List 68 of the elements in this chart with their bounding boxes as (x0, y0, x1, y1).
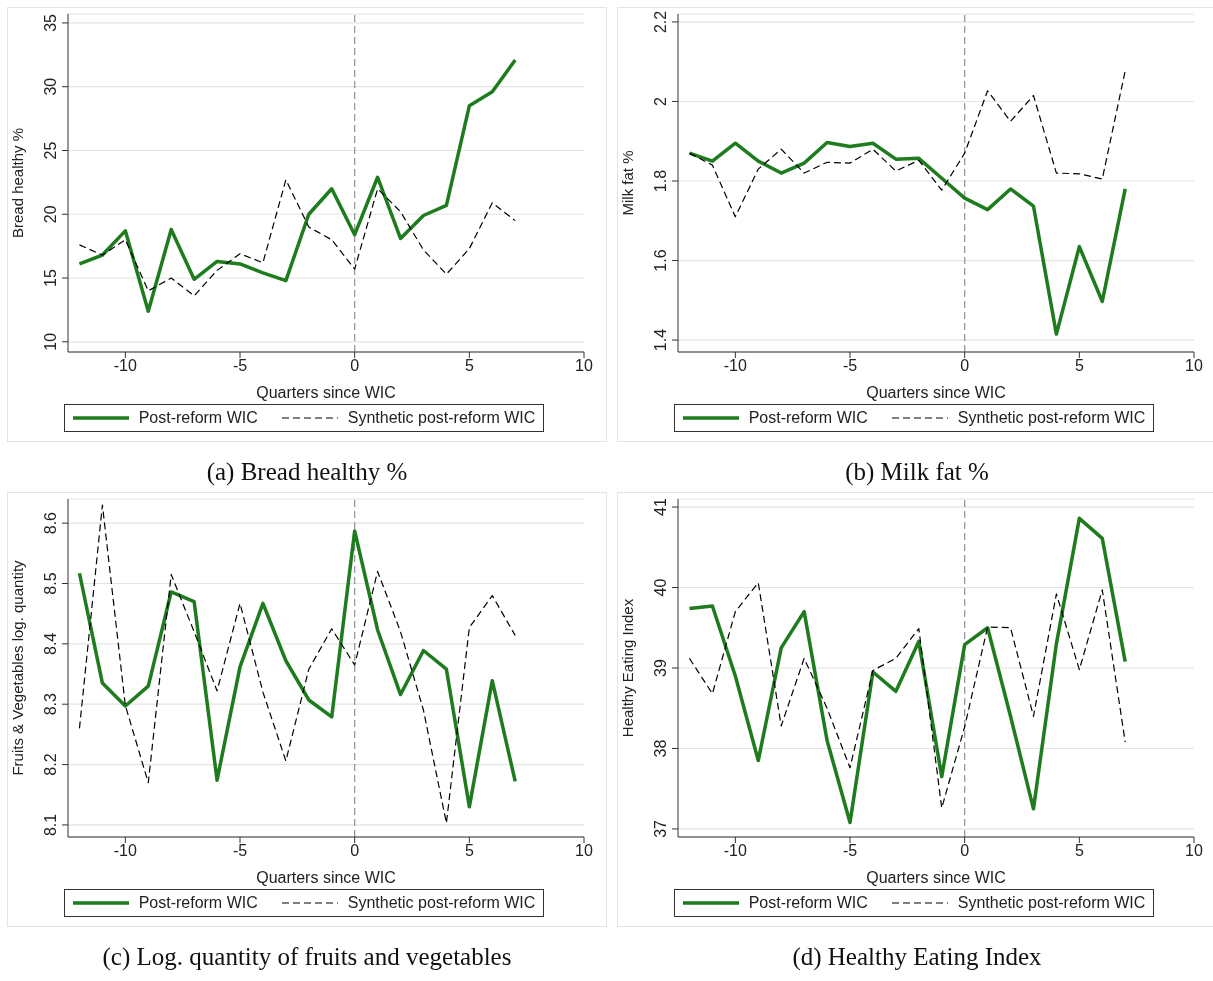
legend-label: Post-reform WIC (138, 409, 258, 427)
legend-label: Synthetic post-reform WIC (347, 894, 536, 912)
legend-label: Post-reform WIC (138, 894, 258, 912)
y-tick-label: 30 (42, 77, 59, 96)
y-tick-label: 38 (652, 739, 669, 758)
y-tick-label: 8.2 (42, 753, 59, 776)
y-tick-label: 25 (42, 141, 59, 160)
x-tick-label: 0 (960, 842, 970, 860)
line-series (688, 70, 1126, 218)
line-series (687, 516, 1127, 825)
y-tick-label: 15 (42, 269, 59, 287)
line-series (77, 58, 517, 313)
y-tick-label: 8.6 (42, 511, 59, 535)
legend-label: Post-reform WIC (748, 409, 868, 427)
y-tick-label: 1.4 (652, 328, 669, 352)
y-tick-label: 8.4 (42, 632, 59, 655)
x-tick-label: 0 (960, 357, 970, 375)
x-tick-label: 0 (350, 357, 360, 375)
x-axis-title: Quarters since WIC (256, 384, 396, 401)
x-tick-label: -10 (723, 357, 747, 375)
line-series (78, 179, 516, 297)
x-axis-title: Quarters since WIC (866, 384, 1006, 401)
text: (a) Bread healthy % (205, 458, 409, 486)
x-tick-label: 0 (350, 842, 360, 860)
x-tick-label: -10 (113, 842, 137, 860)
x-tick-label: -5 (842, 357, 858, 375)
y-tick-label: 35 (42, 13, 59, 32)
y-axis-title: Fruits & Vegetables log. quantity (9, 559, 27, 776)
legend-label: Synthetic post-reform WIC (347, 409, 536, 427)
y-tick-label: 41 (652, 498, 669, 516)
x-tick-label: -5 (232, 357, 248, 375)
y-tick-label: 40 (652, 578, 669, 597)
y-axis-title: Healthy Eating Index (619, 598, 637, 738)
y-axis-title: Milk fat % (619, 150, 637, 216)
text: (b) Milk fat % (844, 458, 990, 486)
line-series (687, 140, 1127, 336)
x-tick-label: -10 (113, 357, 137, 375)
y-tick-label: 8.3 (42, 693, 59, 716)
y-tick-label: 8.1 (42, 813, 59, 837)
x-tick-label: 10 (1185, 842, 1203, 860)
y-tick-label: 2.2 (652, 10, 669, 34)
legend-label: Synthetic post-reform WIC (957, 409, 1146, 427)
x-tick-label: 5 (464, 842, 474, 860)
y-tick-label: 37 (652, 819, 669, 838)
x-tick-label: 10 (1185, 357, 1203, 375)
text: (c) Log. quantity of fruits and vegetables (101, 943, 513, 971)
legend-label: Post-reform WIC (748, 894, 868, 912)
text: (d) Healthy Eating Index (791, 943, 1043, 971)
y-tick-label: 1.8 (652, 169, 669, 193)
x-tick-label: 5 (464, 357, 474, 375)
x-tick-label: 10 (575, 357, 593, 375)
x-tick-label: 5 (1074, 357, 1084, 375)
x-tick-label: -5 (232, 842, 248, 860)
y-tick-label: 10 (42, 332, 59, 351)
x-tick-label: 10 (575, 842, 593, 860)
line-series (688, 582, 1126, 809)
x-tick-label: -10 (723, 842, 747, 860)
x-tick-label: 5 (1074, 842, 1084, 860)
x-axis-title: Quarters since WIC (256, 869, 396, 886)
y-axis-title: Bread healthy % (9, 127, 27, 239)
y-tick-label: 20 (42, 205, 59, 224)
x-axis-title: Quarters since WIC (866, 869, 1006, 886)
x-tick-label: -5 (842, 842, 858, 860)
y-tick-label: 8.5 (42, 572, 59, 595)
legend-label: Synthetic post-reform WIC (957, 894, 1146, 912)
y-tick-label: 2 (652, 96, 669, 106)
y-tick-label: 39 (652, 659, 669, 677)
y-tick-label: 1.6 (652, 249, 669, 272)
